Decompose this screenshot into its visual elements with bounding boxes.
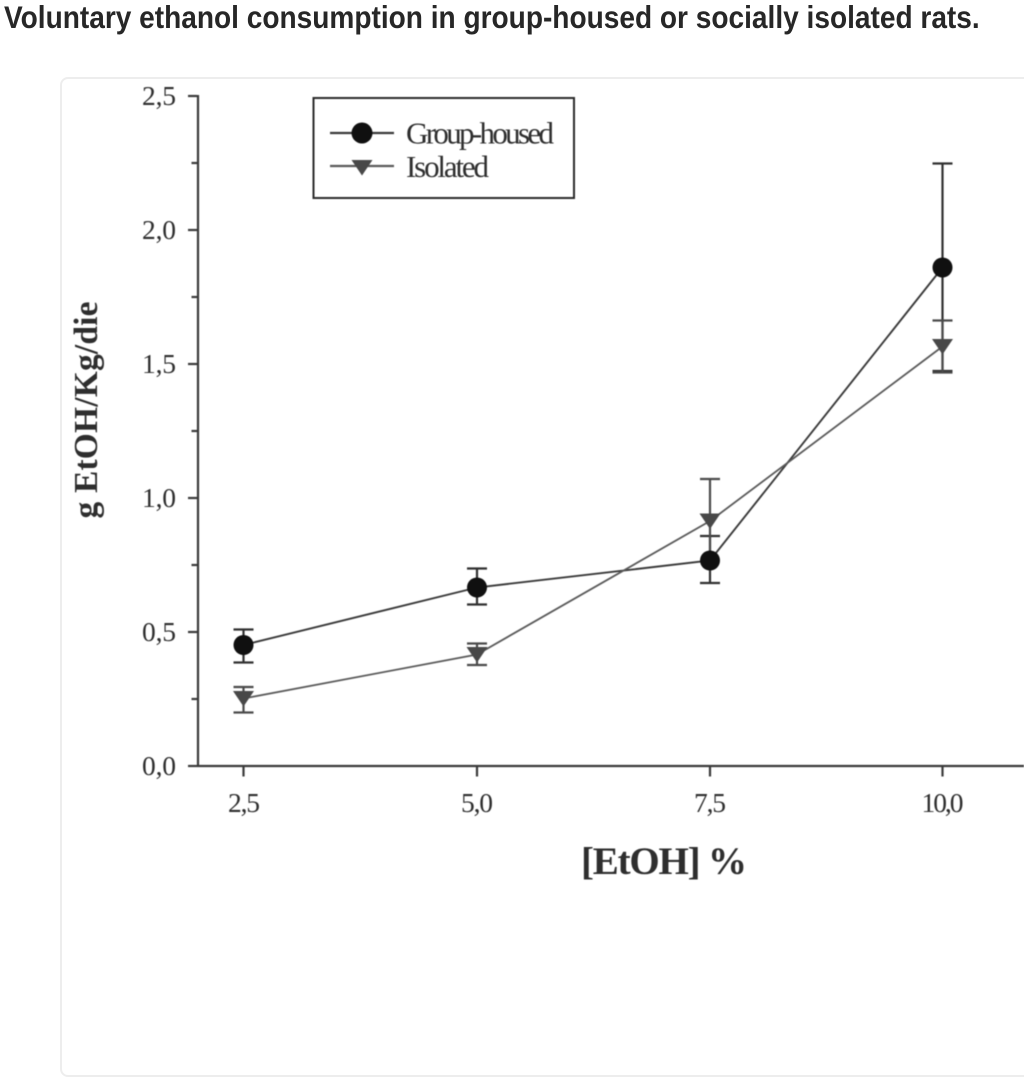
svg-text:5,0: 5,0 — [461, 787, 493, 818]
svg-text:0,5: 0,5 — [142, 616, 176, 647]
svg-text:10,0: 10,0 — [922, 787, 964, 818]
svg-text:1,5: 1,5 — [142, 348, 176, 379]
svg-text:[EtOH] %: [EtOH] % — [581, 840, 747, 883]
svg-text:7,5: 7,5 — [694, 787, 726, 818]
svg-text:0,0: 0,0 — [142, 750, 176, 781]
svg-text:2,5: 2,5 — [228, 787, 260, 818]
svg-text:2,0: 2,0 — [142, 214, 176, 245]
svg-text:1,0: 1,0 — [142, 482, 176, 513]
svg-text:2,5: 2,5 — [142, 80, 176, 111]
svg-text:Group-housed: Group-housed — [406, 116, 555, 151]
svg-text:g EtOH/Kg/die: g EtOH/Kg/die — [68, 302, 105, 519]
svg-text:Isolated: Isolated — [406, 149, 490, 184]
